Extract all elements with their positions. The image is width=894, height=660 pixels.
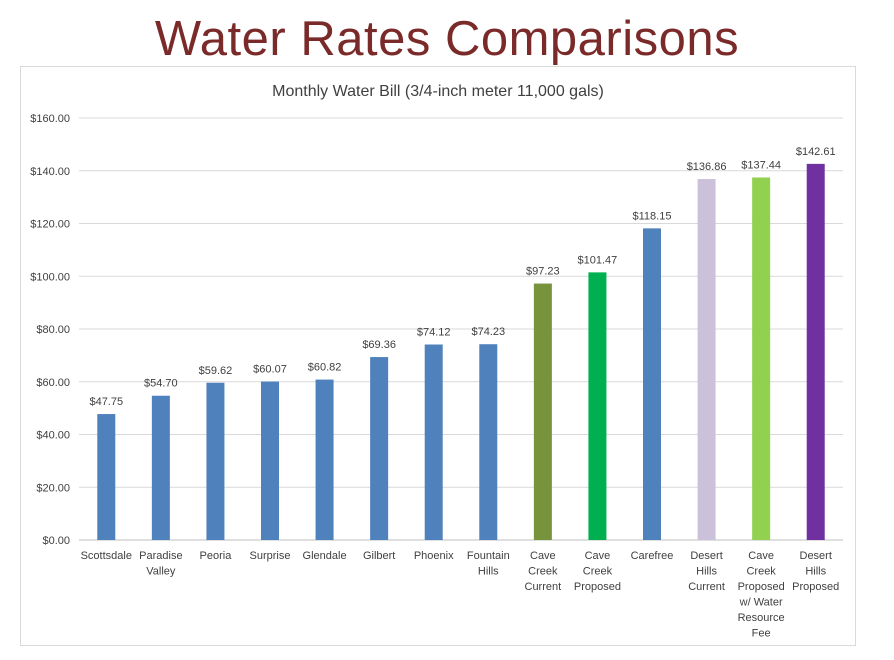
data-label: $137.44 (741, 160, 781, 172)
bar (588, 272, 607, 540)
data-label: $101.47 (578, 254, 618, 266)
y-tick-label: $40.00 (36, 430, 70, 442)
category-label: Cave Creek Current (525, 550, 562, 593)
category-label: Fountain Hills (467, 550, 510, 578)
category-label-line: Paradise (139, 550, 182, 562)
y-tick-label: $120.00 (30, 219, 70, 231)
category-label-line: Carefree (631, 550, 674, 562)
category-label: Phoenix (414, 550, 454, 562)
y-axis-ticks: $0.00 $20.00 $40.00 $60.00 $80.00 $100.00 $120… (30, 113, 70, 547)
category-label-line: Cave (585, 550, 611, 562)
bar (752, 177, 771, 540)
category-label-line: w/ Water (739, 597, 783, 609)
category-label-line: Proposed (574, 581, 621, 593)
slide-title: Water Rates Comparisons (154, 12, 740, 66)
category-label-line: Creek (528, 566, 558, 578)
data-label: $136.86 (687, 161, 727, 173)
category-label-line: Surprise (250, 550, 291, 562)
data-label: $142.61 (796, 146, 836, 158)
data-label: $47.75 (89, 396, 123, 408)
category-label-line: Hills (696, 566, 717, 578)
y-tick-label: $100.00 (30, 271, 70, 283)
bar (315, 379, 334, 540)
category-label-line: Glendale (303, 550, 347, 562)
x-axis-categories: Scottsdale Paradise Valley Peoria Surprise Gl… (81, 550, 840, 640)
category-label-line: Current (688, 581, 725, 593)
category-label: Peoria (200, 550, 233, 562)
data-label: $60.82 (308, 362, 342, 374)
category-label: Cave Creek Proposed w/ Water Resource Fee (738, 550, 785, 640)
bar (479, 344, 498, 540)
bar (151, 395, 170, 540)
category-label-line: Desert (800, 550, 832, 562)
y-tick-label: $80.00 (36, 324, 70, 336)
category-label-line: Gilbert (363, 550, 395, 562)
category-label-line: Fee (752, 628, 771, 640)
category-label: Cave Creek Proposed (574, 550, 621, 593)
y-tick-label: $0.00 (42, 535, 70, 547)
data-label: $69.36 (362, 339, 396, 351)
category-label-line: Proposed (792, 581, 839, 593)
category-label-line: Resource (738, 612, 785, 624)
bar (97, 414, 116, 540)
data-label: $97.23 (526, 266, 560, 278)
data-label: $60.07 (253, 364, 287, 376)
bar (533, 283, 552, 540)
data-label: $74.23 (471, 326, 505, 338)
category-label-line: Desert (690, 550, 722, 562)
bar (424, 344, 443, 540)
bar (370, 357, 389, 540)
category-label-line: Peoria (200, 550, 233, 562)
bar (643, 228, 661, 540)
data-label: $59.62 (199, 365, 233, 377)
y-tick-label: $160.00 (30, 113, 70, 125)
data-label: $118.15 (633, 210, 672, 222)
category-label-line: Cave (748, 550, 774, 562)
category-label: Gilbert (363, 550, 395, 562)
category-label-line: Creek (583, 566, 613, 578)
data-label: $54.70 (144, 378, 178, 390)
chart-title: Monthly Water Bill (3/4-inch meter 11,00… (272, 83, 604, 100)
category-label: Paradise Valley (139, 550, 182, 578)
data-labels: $47.75 $54.70 $59.62 $60.07 $60.82 $69.36 $74.… (89, 146, 835, 408)
data-label: $74.12 (417, 327, 451, 339)
category-label-line: Cave (530, 550, 556, 562)
bar (206, 382, 225, 540)
bar (697, 179, 716, 541)
y-tick-label: $140.00 (30, 166, 70, 178)
y-tick-label: $20.00 (36, 482, 70, 494)
category-label-line: Creek (746, 566, 776, 578)
bars (97, 163, 825, 541)
bar (806, 163, 825, 540)
chart-frame: Monthly Water Bill (3/4-inch meter 11,00… (20, 66, 856, 646)
category-label-line: Proposed (738, 581, 785, 593)
category-label-line: Current (525, 581, 562, 593)
category-label: Scottsdale (81, 550, 132, 562)
category-label-line: Valley (146, 566, 176, 578)
category-label-line: Scottsdale (81, 550, 132, 562)
category-label: Carefree (631, 550, 674, 562)
category-label-line: Hills (478, 566, 499, 578)
category-label: Glendale (303, 550, 347, 562)
category-label-line: Hills (805, 566, 826, 578)
category-label: Surprise (250, 550, 291, 562)
gridlines (79, 117, 843, 541)
bar (261, 381, 279, 540)
category-label: Desert Hills Current (688, 550, 725, 593)
category-label-line: Phoenix (414, 550, 454, 562)
y-tick-label: $60.00 (36, 377, 70, 389)
bar-chart: Monthly Water Bill (3/4-inch meter 11,00… (30, 83, 843, 640)
category-label-line: Fountain (467, 550, 510, 562)
category-label: Desert Hills Proposed (792, 550, 839, 593)
